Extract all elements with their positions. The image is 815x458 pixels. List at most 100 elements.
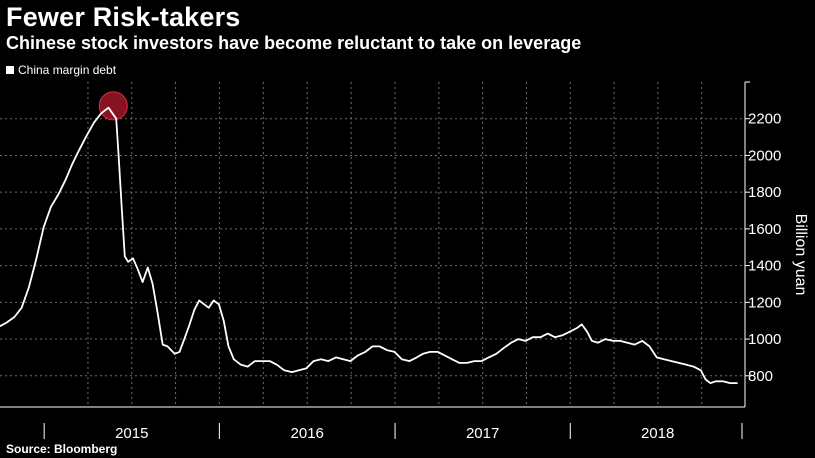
data-point (335, 356, 337, 358)
data-point (342, 358, 344, 360)
data-point (174, 353, 176, 355)
y-tick-label: 800 (748, 368, 773, 385)
data-point (247, 366, 249, 368)
x-tick-label: 2016 (291, 425, 324, 442)
data-point (634, 344, 636, 346)
data-point (6, 321, 8, 324)
data-point (495, 353, 497, 355)
data-point (705, 378, 707, 381)
data-point (28, 287, 30, 289)
data-point (50, 206, 52, 208)
y-axis-label: Billion yuan (792, 214, 809, 296)
data-point (132, 257, 134, 259)
legend-label: China margin debt (18, 63, 117, 77)
data-point (327, 360, 329, 362)
data-point (124, 255, 126, 257)
data-point (569, 331, 571, 333)
series-layer (0, 106, 738, 384)
data-point (254, 360, 256, 362)
data-point (283, 369, 285, 371)
x-tick-label: 2018 (641, 425, 674, 442)
data-point (532, 336, 534, 338)
y-tick-label: 1400 (748, 258, 781, 275)
data-point (480, 360, 483, 362)
data-point (604, 338, 606, 340)
data-point (127, 261, 129, 263)
data-point (700, 369, 702, 371)
data-point (107, 107, 110, 109)
data-point (13, 316, 15, 318)
y-tick-label: 1600 (748, 221, 781, 238)
data-point (65, 178, 67, 180)
data-point (142, 281, 144, 283)
data-point (227, 345, 230, 347)
data-point (429, 351, 431, 353)
data-point (198, 299, 200, 302)
x-tick-label: 2017 (466, 425, 499, 442)
data-point (71, 164, 73, 166)
data-point (671, 360, 673, 362)
data-point (371, 345, 374, 347)
data-point (729, 382, 731, 384)
y-tick-label: 1000 (748, 331, 781, 348)
data-point (458, 362, 460, 364)
data-point (218, 303, 220, 305)
data-point (223, 320, 225, 322)
y-tick-label: 1800 (748, 184, 781, 201)
data-point (561, 334, 563, 336)
data-point (597, 342, 599, 344)
grid-lines (0, 82, 745, 407)
data-point (693, 366, 695, 368)
data-point (525, 340, 527, 342)
x-tick-labels: 2015 2016 2017 2018 (115, 425, 674, 442)
data-point (291, 371, 293, 373)
data-point (641, 340, 643, 342)
data-point (444, 355, 446, 357)
data-point (262, 360, 264, 362)
data-point (394, 351, 396, 353)
data-point (305, 367, 307, 369)
data-point (591, 340, 593, 342)
legend: China margin debt (6, 63, 116, 77)
data-point (240, 364, 242, 366)
data-point (612, 340, 614, 342)
y-tick-label: 1200 (748, 294, 781, 311)
data-point (416, 356, 418, 358)
data-point (517, 338, 520, 340)
data-point (473, 360, 475, 362)
data-point (685, 364, 688, 366)
data-point (715, 380, 717, 382)
y-tick-labels: 800 1000 1200 1400 1600 1800 2000 2200 (748, 111, 781, 385)
data-point (43, 226, 45, 228)
annotation-layer (98, 91, 128, 121)
data-point (422, 353, 424, 355)
data-point (722, 380, 724, 382)
data-point (678, 362, 680, 364)
data-point (357, 355, 359, 357)
data-point (510, 342, 512, 344)
data-point (502, 347, 505, 349)
chart-title: Fewer Risk-takers (6, 2, 241, 32)
data-point (379, 345, 381, 347)
data-point (488, 356, 490, 358)
data-point (121, 209, 123, 212)
data-point (539, 336, 542, 338)
data-point (276, 364, 278, 366)
peak-marker (98, 91, 128, 121)
data-point (386, 349, 388, 351)
data-point (35, 259, 37, 261)
data-point (147, 266, 149, 269)
y-tick-label: 2000 (748, 147, 781, 164)
data-point (162, 344, 164, 346)
data-point (619, 340, 621, 342)
data-point (656, 356, 658, 358)
data-point (466, 362, 468, 364)
data-point (0, 325, 1, 327)
source-note: Source: Bloomberg (6, 442, 118, 456)
data-point (451, 358, 453, 360)
data-point (648, 345, 651, 347)
data-point (581, 323, 583, 325)
data-point (320, 358, 322, 360)
data-point (118, 154, 120, 156)
